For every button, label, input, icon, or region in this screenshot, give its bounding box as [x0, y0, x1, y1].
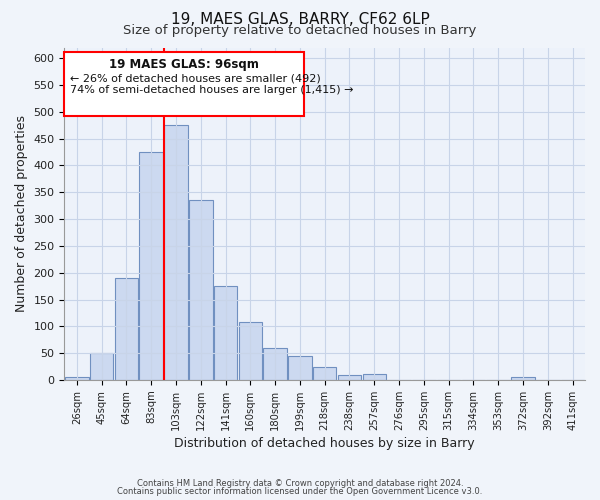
Bar	[139, 152, 163, 380]
Text: 74% of semi-detached houses are larger (1,415) →: 74% of semi-detached houses are larger (…	[70, 85, 354, 95]
Bar	[115, 278, 138, 380]
Bar	[263, 348, 287, 380]
Bar	[164, 126, 188, 380]
Bar	[313, 366, 337, 380]
Text: 19 MAES GLAS: 96sqm: 19 MAES GLAS: 96sqm	[109, 58, 259, 71]
Bar	[239, 322, 262, 380]
Bar	[288, 356, 311, 380]
Text: Contains public sector information licensed under the Open Government Licence v3: Contains public sector information licen…	[118, 487, 482, 496]
Bar	[214, 286, 238, 380]
X-axis label: Distribution of detached houses by size in Barry: Distribution of detached houses by size …	[175, 437, 475, 450]
Bar	[189, 200, 212, 380]
Bar	[90, 353, 113, 380]
Text: Contains HM Land Registry data © Crown copyright and database right 2024.: Contains HM Land Registry data © Crown c…	[137, 478, 463, 488]
Bar	[511, 378, 535, 380]
Bar	[362, 374, 386, 380]
Text: Size of property relative to detached houses in Barry: Size of property relative to detached ho…	[124, 24, 476, 37]
Bar	[338, 374, 361, 380]
Text: 19, MAES GLAS, BARRY, CF62 6LP: 19, MAES GLAS, BARRY, CF62 6LP	[170, 12, 430, 28]
Bar	[65, 378, 89, 380]
Y-axis label: Number of detached properties: Number of detached properties	[15, 115, 28, 312]
Text: ← 26% of detached houses are smaller (492): ← 26% of detached houses are smaller (49…	[70, 74, 321, 84]
